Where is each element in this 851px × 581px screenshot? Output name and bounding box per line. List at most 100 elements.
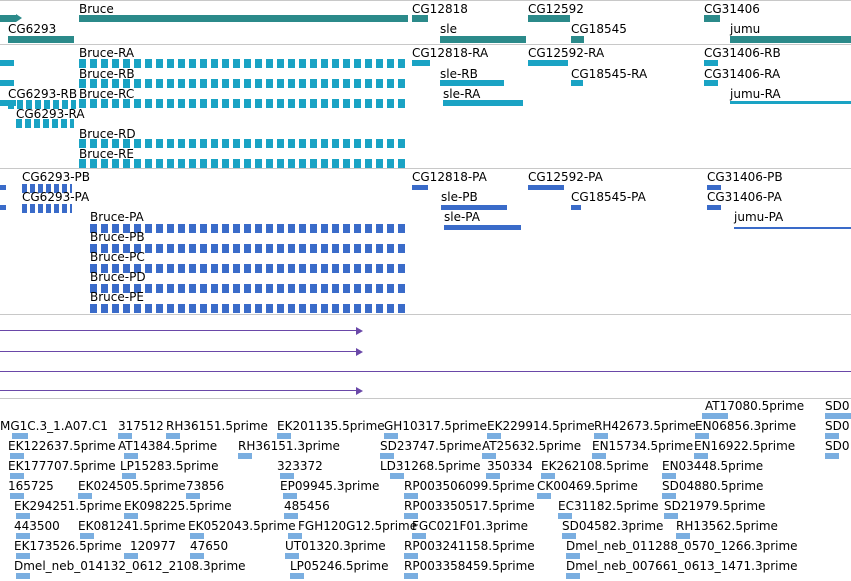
est-label[interactable]: 350334 — [487, 459, 533, 473]
rna-bar[interactable] — [704, 80, 718, 86]
rna-model[interactable] — [8, 100, 76, 109]
est-bar[interactable] — [592, 453, 606, 459]
cds-label[interactable]: sle-PB — [441, 190, 478, 204]
est-bar[interactable] — [190, 533, 204, 539]
rna-bar[interactable] — [571, 80, 583, 86]
est-bar[interactable] — [10, 473, 24, 479]
est-label[interactable]: 47650 — [190, 539, 229, 553]
est-label[interactable]: EK024505.5prime — [78, 479, 186, 493]
rna-model[interactable] — [79, 99, 407, 108]
est-label[interactable]: Dmel_neb_014132_0612_2108.3prime — [14, 559, 246, 573]
est-bar[interactable] — [404, 513, 418, 519]
cds-label[interactable]: CG12818-PA — [412, 170, 487, 184]
cds-label[interactable]: CG31406-PA — [707, 190, 782, 204]
est-label[interactable]: AT17080.5prime — [705, 399, 805, 413]
est-label[interactable]: SD0 — [825, 439, 850, 453]
evidence-line[interactable] — [0, 390, 356, 391]
rna-label[interactable]: CG31406-RA — [704, 67, 781, 81]
est-label[interactable]: SD21979.5prime — [664, 499, 766, 513]
est-label[interactable]: FGC021F01.3prime — [412, 519, 529, 533]
est-label[interactable]: 120977 — [130, 539, 176, 553]
est-label[interactable]: EK177707.5prime — [8, 459, 116, 473]
est-bar[interactable] — [662, 473, 676, 479]
est-bar[interactable] — [238, 453, 252, 459]
cds-bar[interactable] — [412, 185, 428, 190]
rna-model[interactable] — [79, 139, 407, 148]
rna-bar[interactable] — [412, 60, 430, 66]
est-label[interactable]: EP09945.3prime — [280, 479, 380, 493]
est-label[interactable]: EK122637.5prime — [8, 439, 116, 453]
est-label[interactable]: RH42673.5prime — [594, 419, 696, 433]
rna-label[interactable]: Bruce-RD — [79, 127, 136, 141]
est-bar[interactable] — [80, 533, 94, 539]
est-bar[interactable] — [277, 433, 291, 439]
est-label[interactable]: RP003350517.5prime — [404, 499, 535, 513]
cds-label[interactable]: CG31406-PB — [707, 170, 783, 184]
rna-label[interactable]: Bruce-RB — [79, 67, 135, 81]
est-bar[interactable] — [290, 573, 304, 579]
cds-label[interactable]: sle-PA — [444, 210, 480, 224]
rna-label[interactable]: sle-RA — [443, 87, 481, 101]
est-bar[interactable] — [285, 553, 299, 559]
cds-model[interactable] — [90, 284, 406, 293]
gene-bar-sle[interactable] — [440, 36, 526, 43]
rna-label[interactable]: CG6293-RB — [8, 87, 78, 101]
est-bar[interactable] — [16, 573, 30, 579]
est-bar[interactable] — [676, 533, 690, 539]
rna-bar[interactable] — [440, 80, 504, 86]
est-label[interactable]: EN16922.5prime — [694, 439, 796, 453]
est-label[interactable]: RH13562.5prime — [676, 519, 778, 533]
rna-bar[interactable] — [528, 60, 568, 66]
cds-label[interactable]: Bruce-PC — [90, 250, 145, 264]
cds-label[interactable]: jumu-PA — [734, 210, 784, 224]
est-bar[interactable] — [562, 533, 576, 539]
est-bar[interactable] — [594, 433, 608, 439]
est-label[interactable]: EN06856.3prime — [695, 419, 797, 433]
est-bar[interactable] — [566, 573, 580, 579]
est-bar[interactable] — [404, 573, 418, 579]
rna-label[interactable]: CG31406-RB — [704, 46, 781, 60]
rna-label[interactable]: CG12592-RA — [528, 46, 605, 60]
est-label[interactable]: EK262108.5prime — [541, 459, 649, 473]
est-bar[interactable] — [186, 493, 200, 499]
est-label[interactable]: RP003506099.5prime — [404, 479, 535, 493]
gene-label-cg12818[interactable]: CG12818 — [412, 2, 468, 16]
est-label[interactable]: LD31268.5prime — [380, 459, 481, 473]
cds-bar[interactable] — [444, 225, 521, 230]
gene-label-cg31406[interactable]: CG31406 — [704, 2, 760, 16]
gene-bar-jumu[interactable] — [730, 36, 851, 43]
cds-label[interactable]: CG12592-PA — [528, 170, 603, 184]
gene-bar-cg12818[interactable] — [412, 15, 428, 22]
est-bar[interactable] — [702, 413, 728, 419]
cds-bar[interactable] — [441, 205, 507, 210]
gene-bar-cg6293[interactable] — [8, 36, 74, 43]
rna-bar[interactable] — [704, 60, 718, 66]
est-label[interactable]: SD04582.3prime — [562, 519, 664, 533]
est-bar[interactable] — [16, 513, 30, 519]
rna-label[interactable]: sle-RB — [440, 67, 478, 81]
cds-label[interactable]: Bruce-PA — [90, 210, 144, 224]
gene-bar[interactable] — [0, 15, 16, 22]
cds-label[interactable]: CG6293-PA — [22, 190, 90, 204]
gene-bar-cg18545[interactable] — [571, 36, 584, 43]
est-bar[interactable] — [124, 513, 138, 519]
est-bar[interactable] — [380, 453, 394, 459]
rna-bar[interactable] — [0, 60, 14, 66]
est-label[interactable]: GH10317.5prime — [384, 419, 487, 433]
rna-label[interactable]: CG18545-RA — [571, 67, 648, 81]
est-bar[interactable] — [384, 433, 398, 439]
est-label[interactable]: RH36151.3prime — [238, 439, 340, 453]
est-label[interactable]: LP15283.5prime — [120, 459, 219, 473]
est-bar[interactable] — [16, 533, 30, 539]
evidence-line[interactable] — [0, 371, 851, 372]
est-bar[interactable] — [166, 433, 180, 439]
est-label[interactable]: EK052043.5prime — [188, 519, 296, 533]
cds-line[interactable] — [734, 227, 851, 229]
rna-label[interactable]: CG6293-RA — [16, 107, 85, 121]
est-label[interactable]: AT25632.5prime — [482, 439, 582, 453]
est-label[interactable]: SD23747.5prime — [380, 439, 482, 453]
est-label[interactable]: EK229914.5prime — [487, 419, 595, 433]
est-label[interactable]: RP003358459.5prime — [404, 559, 535, 573]
est-bar[interactable] — [124, 553, 138, 559]
rna-model[interactable] — [79, 159, 407, 168]
